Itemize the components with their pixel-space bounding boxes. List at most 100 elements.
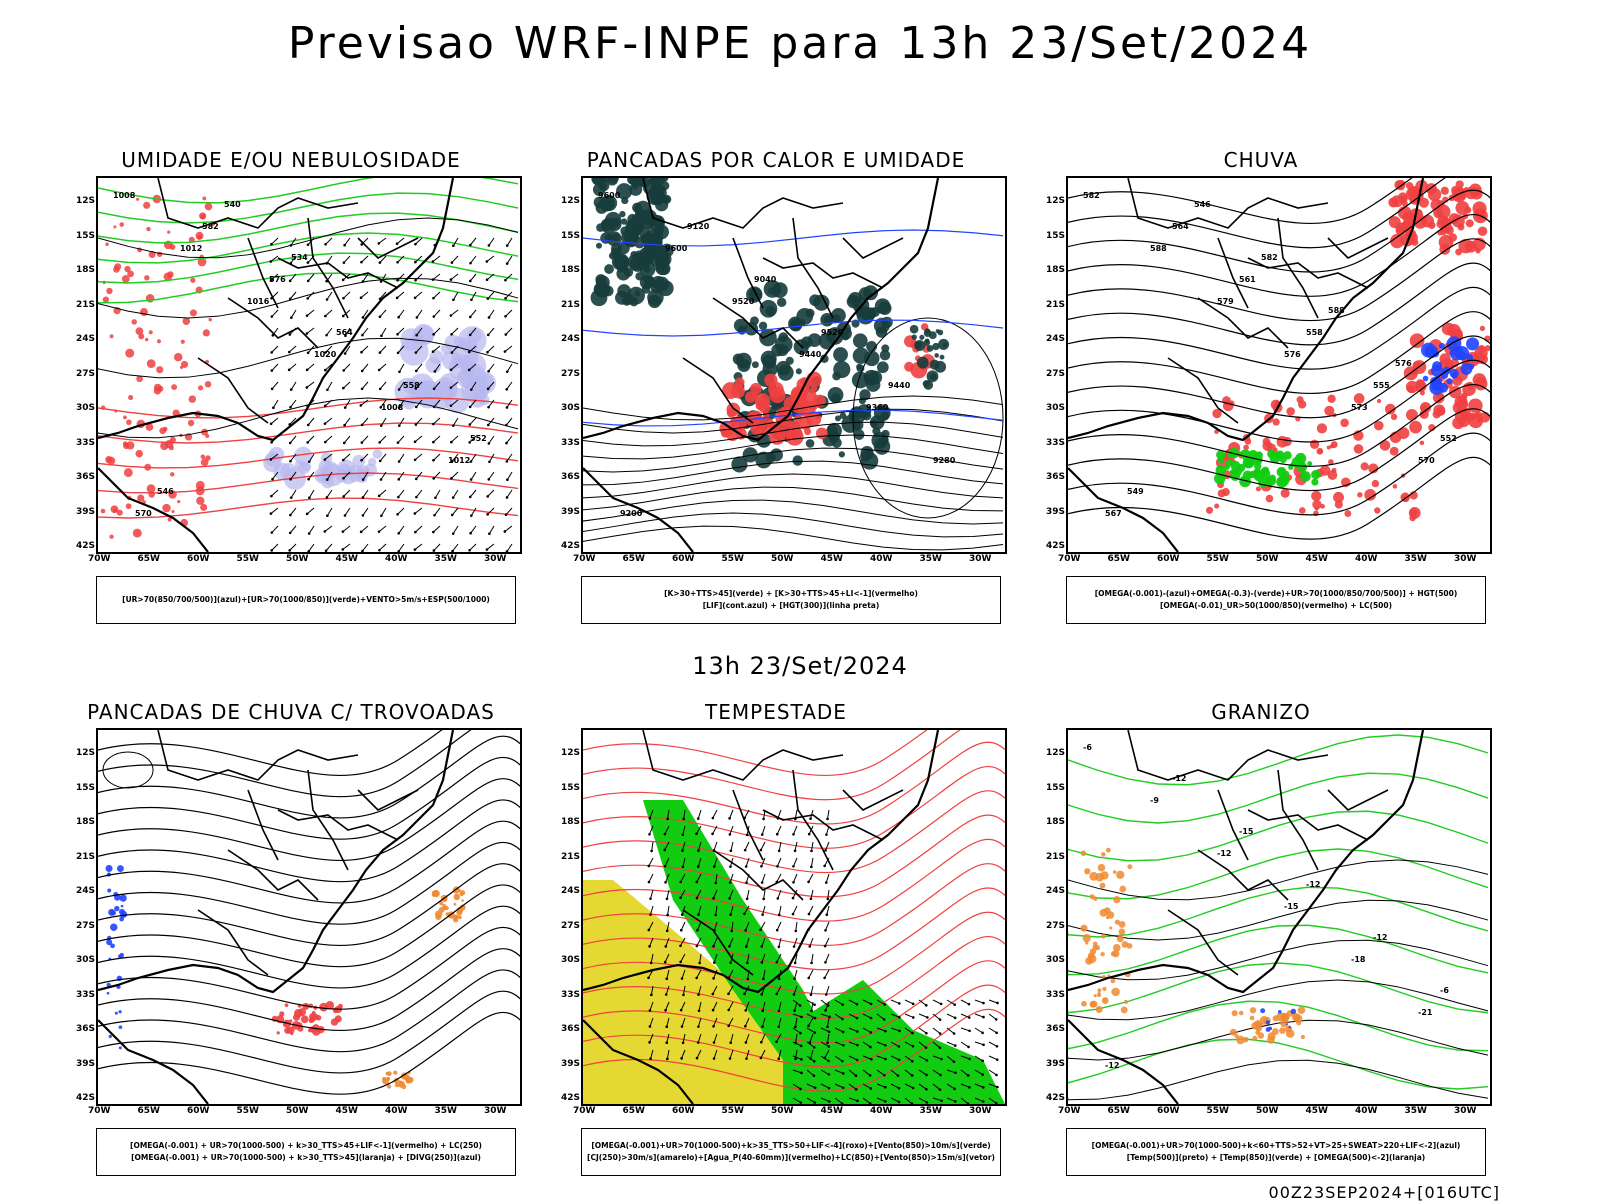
lat-tick-label: 12S: [561, 196, 580, 206]
wind-vector: [434, 370, 437, 373]
convective-teal-shade: [833, 361, 850, 378]
wind-vector: [432, 441, 435, 444]
wind-vector: [399, 418, 404, 426]
state-border: [248, 790, 278, 860]
wind-vector: [271, 478, 274, 481]
ur-green-contour: [98, 253, 518, 283]
wind-vector: [488, 328, 494, 335]
wind-vector: [380, 478, 383, 481]
contour-label: 552: [470, 434, 487, 443]
wind-vector: [396, 513, 399, 516]
rain-red-shade: [1391, 414, 1397, 420]
wind-vector: [470, 514, 473, 517]
rain-red-shade: [1354, 444, 1364, 454]
convective-teal-shade: [760, 300, 778, 318]
wind-vector: [870, 1058, 873, 1061]
convective-teal-shade: [929, 331, 937, 339]
lon-tick-label: 35W: [1405, 1106, 1427, 1116]
wind-vector: [433, 406, 436, 409]
wind-vector: [650, 994, 653, 997]
convective-teal-shade: [881, 317, 892, 328]
lat-tick-label: 24S: [1046, 886, 1065, 896]
wind-vector: [471, 256, 476, 263]
wind-vector: [468, 549, 471, 552]
wind-vector: [434, 328, 440, 334]
wind-vector: [898, 1059, 901, 1062]
wind-vector: [982, 1002, 985, 1005]
wind-vector: [996, 1002, 999, 1005]
wind-vector: [807, 977, 810, 980]
streamline: [98, 779, 520, 861]
rain-red-shade: [1420, 441, 1425, 446]
legend-line: [OMEGA(-0.01)_UR>50(1000/850)(vermelho) …: [1067, 600, 1485, 612]
wind-vector: [842, 1072, 845, 1075]
wind-vector: [453, 238, 458, 246]
humidity-red-shade: [123, 441, 128, 446]
wind-vector: [995, 1018, 998, 1021]
wind-vector: [270, 441, 273, 444]
omega-orange-shade: [1081, 1001, 1087, 1007]
humidity-red-shade: [119, 222, 124, 227]
wind-vector: [289, 280, 292, 283]
wind-vector: [925, 1032, 928, 1035]
wind-vector: [925, 1046, 928, 1049]
lon-tick-label: 70W: [1058, 1106, 1080, 1116]
wind-vector: [775, 993, 778, 996]
omega-orange-shade: [1085, 941, 1088, 944]
wind-vector: [682, 865, 685, 868]
humidity-red-shade: [135, 450, 143, 458]
wind-vector: [343, 424, 346, 427]
wind-vector: [664, 1009, 667, 1012]
wind-vector: [362, 328, 368, 335]
legend-line: [OMEGA(-0.001)+UR>70(1000-500)+k>35_TTS>…: [582, 1140, 1000, 1152]
contour-label: 573: [1351, 403, 1368, 412]
wind-vector: [504, 279, 507, 282]
wind-vector: [696, 929, 699, 932]
wind-vector: [469, 406, 472, 409]
lon-tick-label: 65W: [138, 554, 160, 564]
lat-tick-label: 39S: [561, 507, 580, 517]
wind-vector: [954, 1044, 957, 1047]
hail-blue-shade: [1278, 1010, 1282, 1014]
wind-vector: [307, 280, 310, 283]
wind-vector: [745, 1057, 748, 1060]
storm-orange-shade: [444, 906, 448, 910]
lon-tick-label: 40W: [1355, 554, 1377, 564]
wind-vector: [414, 243, 417, 246]
wind-vector: [380, 346, 386, 353]
wind-vector: [665, 993, 668, 996]
wind-vector: [398, 508, 404, 514]
wind-vector: [291, 490, 296, 498]
wind-vector: [415, 526, 422, 532]
wind-vector: [452, 244, 455, 247]
wind-vector: [290, 388, 293, 391]
wind-vector: [415, 478, 418, 481]
humidity-red-shade: [133, 529, 142, 538]
wind-vector: [745, 945, 748, 948]
convective-teal-shade: [866, 377, 880, 391]
lat-tick-label: 15S: [561, 783, 580, 793]
convective-teal-shade: [604, 264, 614, 274]
wind-vector: [343, 382, 350, 388]
lat-tick-label: 18S: [1046, 817, 1065, 827]
wind-vector: [855, 1074, 858, 1077]
panel-trovoadas: PANCADAS DE CHUVA C/ TROVOADAS [OMEGA(-0…: [76, 700, 506, 1180]
wind-vector: [307, 310, 314, 316]
wind-vector: [814, 1086, 817, 1089]
wind-vector: [451, 436, 458, 442]
wind-vector: [761, 833, 764, 836]
wind-vector: [828, 1045, 831, 1048]
wind-vector: [506, 508, 512, 515]
wind-vector: [361, 441, 364, 444]
humidity-red-shade: [157, 339, 161, 343]
wind-vector: [870, 1087, 873, 1090]
convective-teal-shade: [839, 451, 845, 457]
wind-vector: [343, 244, 346, 247]
omega-green-shade: [1266, 476, 1276, 486]
panel-legend: [UR>70(850/700/500)](azul)+[UR>70(1000/8…: [96, 576, 516, 624]
contour-label: -18: [1351, 955, 1366, 964]
wind-vector: [712, 1025, 715, 1028]
wind-vector: [827, 906, 829, 915]
streamline: [98, 864, 520, 946]
